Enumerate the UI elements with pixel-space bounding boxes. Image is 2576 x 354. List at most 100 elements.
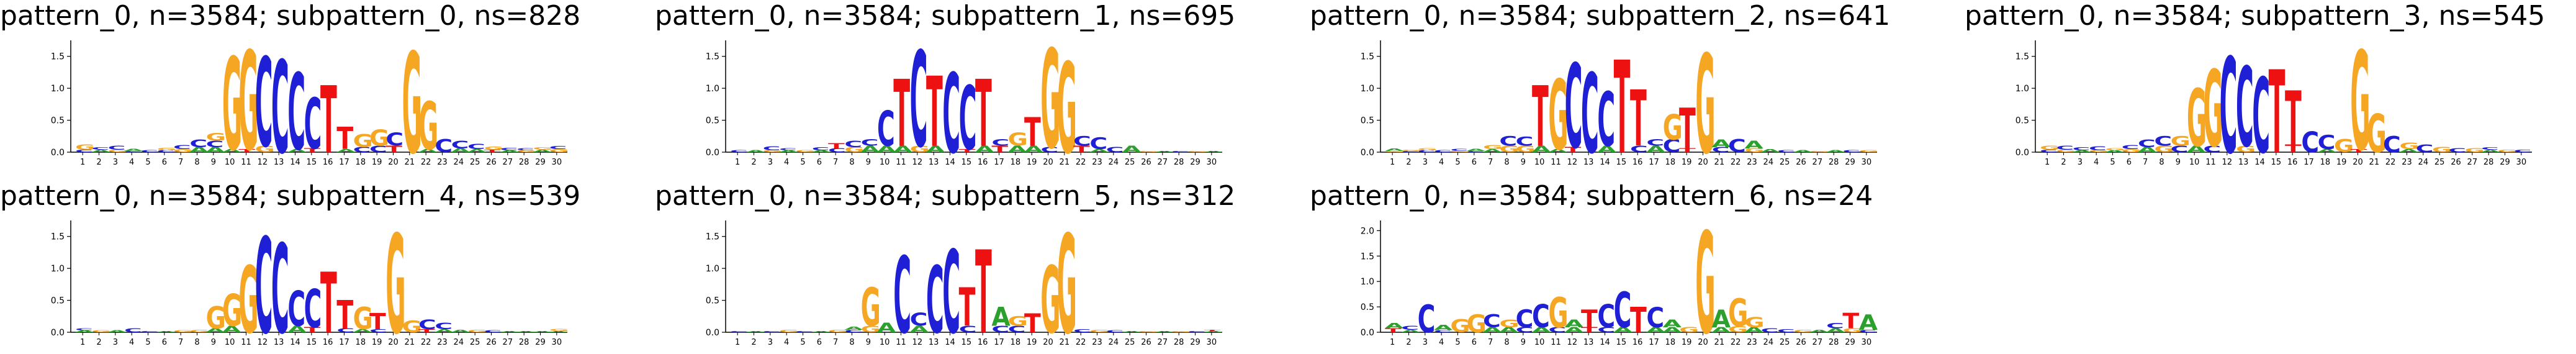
logo-letter-g: G [1548,289,1568,337]
x-tick-label: 4 [1439,338,1444,347]
x-tick-label: 27 [503,158,513,167]
x-tick-label: 4 [129,158,134,167]
sequence-logo-plot: 0.00.51.01.51 2 3 4 5 6 7 8 9 10 11 12 13 14 15 16 17 18 1… [2015,24,2532,183]
logo-letter-a: A [877,144,896,154]
logo-letter-g: G [189,329,209,334]
logo-letter-a: A [991,301,1011,332]
x-tick-label: 19 [1682,158,1692,167]
logo-letter-c: C [1663,136,1681,157]
x-tick-label: 24 [2418,158,2429,167]
x-tick-label: 8 [194,338,199,347]
y-tick-label: 1.5 [2015,52,2029,62]
x-tick-label: 4 [784,338,789,347]
logo-letter-c: C [451,139,469,152]
logo-letter-g: G [1842,327,1862,334]
logo-letter-g: G [222,286,242,337]
x-tick-label: 2 [1406,158,1411,167]
x-tick-label: 30 [552,338,562,347]
logo-letter-t: T [336,293,353,338]
logo-panel: pattern_0, n=3584; subpattern_6, ns=24 0.… [1310,180,1937,354]
x-tick-label: 27 [1158,338,1168,347]
x-tick-label: 21 [1060,338,1070,347]
logo-letter-c: C [991,324,1009,334]
y-tick-label: 0.5 [706,116,719,126]
logo-letter-a: A [1810,329,1829,334]
logo-letter-g: G [385,207,405,354]
logo-letter-t: T [336,120,353,157]
logo-letter-c: C [1597,326,1615,334]
logo-letter-g: G [2056,149,2076,153]
logo-letter-c: C [763,330,781,332]
logo-letter-t: T [1630,301,1647,341]
panel-title: pattern_0, n=3584; subpattern_5, ns=312 [655,180,1236,212]
logo-letter-g: G [1008,130,1028,150]
sequence-logo-plot: 0.00.51.01.51 2 3 4 5 6 7 8 9 10 11 12 13 14 15 16 17 18 1… [51,207,569,354]
x-tick-label: 22 [1731,158,1741,167]
x-tick-label: 10 [1534,338,1545,347]
x-tick-label: 24 [1109,338,1119,347]
logo-letter-c: C [877,102,895,158]
logo-letter-g: G [206,131,226,143]
logo-letter-g: G [91,330,111,333]
logo-letter-c: C [2203,144,2221,154]
logo-letter-a: A [910,324,929,334]
logo-letter-t: T [959,148,976,153]
x-tick-label: 21 [1060,158,1070,167]
logo-letter-g: G [2399,141,2419,151]
logo-letter-a: A [1646,326,1665,334]
x-tick-label: 25 [1125,158,1135,167]
logo-letter-t: T [1679,147,1696,153]
logo-letter-g: G [2187,74,2207,165]
logo-letter-c: C [304,279,322,340]
logo-letter-g: G [2154,144,2174,154]
y-tick-label: 1.5 [51,232,65,242]
logo-letter-g: G [2334,136,2354,157]
logo-letter-a: A [812,330,831,332]
x-tick-label: 2 [751,158,756,167]
logo-letter-c: C [861,138,879,148]
x-tick-label: 19 [372,158,382,167]
x-tick-label: 6 [2127,158,2132,167]
logo-letter-a: A [549,330,569,332]
logo-letter-t: T [2350,148,2367,153]
logo-letter-g: G [795,150,815,153]
x-tick-label: 15 [961,338,972,347]
logo-letter-t: T [1614,34,1631,183]
logo-letter-g: G [1401,149,1421,151]
x-tick-label: 14 [945,158,955,167]
logo-letter-t: T [1024,308,1041,339]
logo-letter-t: T [2285,76,2302,163]
logo-letter-c: C [991,138,1009,148]
x-tick-label: 19 [372,338,382,347]
x-tick-label: 16 [978,158,988,167]
logo-letter-c: C [1418,150,1436,153]
sequence-logo-plot: 0.00.51.01.51 2 3 4 5 6 7 8 9 10 11 12 13 14 15 16 17 18 1… [1361,27,1879,185]
logo-letter-g: G [2122,148,2141,153]
x-tick-label: 23 [437,158,448,167]
logo-letter-g: G [2432,145,2452,153]
logo-letter-g: G [549,329,569,332]
logo-letter-c: C [287,282,305,338]
x-tick-label: 21 [405,158,415,167]
x-tick-label: 8 [194,158,199,167]
logo-letter-g: G [861,324,881,334]
logo-letter-a: A [1646,144,1665,154]
x-tick-label: 3 [113,338,118,347]
x-tick-label: 4 [2094,158,2099,167]
x-tick-label: 8 [849,158,854,167]
logo-letter-c: C [75,149,93,153]
logo-letter-a: A [467,148,487,153]
logo-letter-c: C [959,324,977,334]
logo-letter-c: C [484,330,502,333]
logo-letter-a: A [1155,330,1174,332]
logo-letter-c: C [1548,326,1566,334]
logo-letter-a: A [222,324,241,334]
x-tick-label: 18 [1665,158,1676,167]
logo-letter-a: A [1761,148,1780,153]
x-tick-label: 26 [486,158,497,167]
y-tick-label: 0.5 [1361,116,1374,126]
x-tick-label: 5 [145,158,150,167]
x-tick-label: 29 [535,338,546,347]
x-tick-label: 20 [388,158,399,167]
logo-letter-g: G [828,329,848,334]
